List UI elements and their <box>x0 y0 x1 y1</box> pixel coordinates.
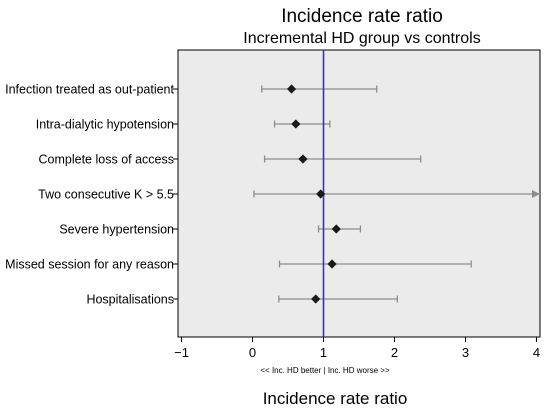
point-estimate <box>291 119 301 129</box>
row-label: Intra-dialytic hypotension <box>36 118 174 132</box>
ci-arrow-upper <box>532 190 540 198</box>
row-label: Infection treated as out-patient <box>5 83 174 97</box>
point-estimate <box>286 84 297 94</box>
point-estimate <box>298 154 308 164</box>
x-tick-label: −1 <box>174 345 189 360</box>
row-label: Hospitalisations <box>86 293 174 307</box>
x-axis: −1 0 1 2 3 4 <box>174 337 540 360</box>
x-tick-label: 0 <box>249 345 256 360</box>
x-axis-label: Incidence rate ratio <box>263 389 408 408</box>
ci-lines <box>253 85 540 303</box>
x-tick-label: 1 <box>320 345 327 360</box>
chart-subtitle: Incremental HD group vs controls <box>243 30 480 47</box>
point-estimate <box>331 224 341 234</box>
chart-title: Incidence rate ratio <box>281 6 443 27</box>
point-estimate <box>316 189 326 199</box>
row-label: Severe hypertension <box>59 223 174 237</box>
x-axis-note: << Inc. HD better | Inc. HD worse >> <box>260 366 390 375</box>
point-markers <box>286 84 341 304</box>
x-tick-label: 2 <box>391 345 398 360</box>
x-tick-label: 4 <box>533 345 540 360</box>
row-label: Complete loss of access <box>39 153 174 167</box>
point-estimate <box>311 294 321 304</box>
row-label: Two consecutive K > 5.5 <box>38 188 174 202</box>
row-label: Missed session for any reason <box>5 258 174 272</box>
x-tick-label: 3 <box>462 345 469 360</box>
row-labels: Infection treated as out-patient Intra-di… <box>5 83 178 307</box>
point-estimate <box>327 259 337 269</box>
